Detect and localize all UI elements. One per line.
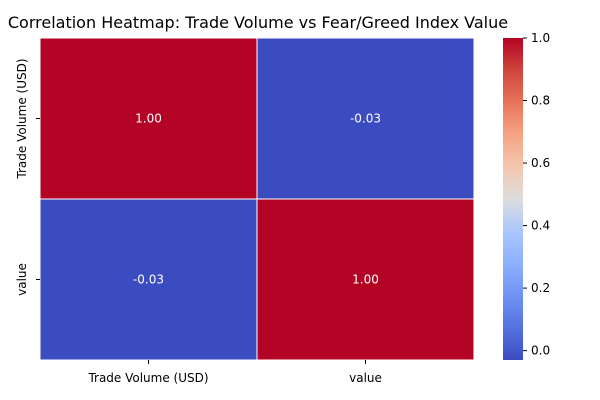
colorbar-tick-label: 1.0 xyxy=(531,31,550,45)
colorbar-ticks: 0.0 0.2 0.4 0.6 0.8 1.0 xyxy=(523,31,550,358)
heatmap-cells xyxy=(39,37,475,361)
cell-value-label: -0.03 xyxy=(350,112,381,126)
colorbar-gradient xyxy=(503,38,523,360)
cell-value-label: 1.00 xyxy=(352,273,379,287)
colorbar-tick-label: 0.0 xyxy=(531,344,550,358)
x-tick-label: Trade Volume (USD) xyxy=(87,371,208,385)
cell-value-label: 1.00 xyxy=(135,112,162,126)
colorbar xyxy=(503,38,523,360)
y-tick-label: value xyxy=(15,263,29,296)
chart-title: Correlation Heatmap: Trade Volume vs Fea… xyxy=(8,13,508,32)
x-tick-label: value xyxy=(349,371,382,385)
colorbar-tick-label: 0.8 xyxy=(531,94,550,108)
colorbar-tick-label: 0.2 xyxy=(531,281,550,295)
x-axis: Trade Volume (USD) value xyxy=(87,360,382,385)
colorbar-tick-label: 0.6 xyxy=(531,156,550,170)
cell-value-label: -0.03 xyxy=(133,273,164,287)
heatmap-cell-labels: 1.00 -0.03 -0.03 1.00 xyxy=(133,112,381,287)
y-tick-label: Trade Volume (USD) xyxy=(15,58,29,179)
heatmap-cell xyxy=(256,37,475,200)
heatmap-cell xyxy=(39,198,258,361)
y-axis: Trade Volume (USD) value xyxy=(15,58,40,296)
colorbar-tick-label: 0.4 xyxy=(531,219,550,233)
heatmap-cell xyxy=(39,37,258,200)
heatmap-cell xyxy=(256,198,475,361)
